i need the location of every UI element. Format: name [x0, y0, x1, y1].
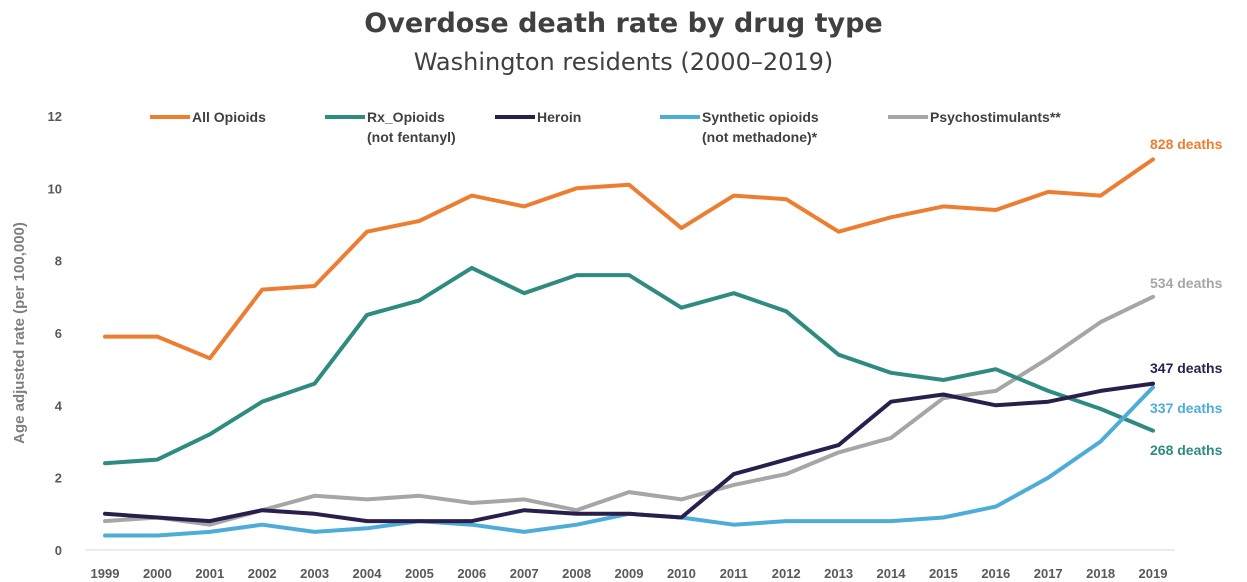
y-tick-label: 2: [55, 471, 62, 486]
chart-subtitle: Washington residents (2000–2019): [413, 48, 834, 76]
end-value-label: 337 deaths: [1150, 400, 1223, 416]
x-tick-label: 2006: [457, 566, 486, 581]
end-value-label: 534 deaths: [1150, 275, 1223, 291]
x-tick-label: 2007: [510, 566, 539, 581]
x-tick-label: 1999: [91, 566, 120, 581]
end-value-label: 347 deaths: [1150, 360, 1223, 376]
y-tick-label: 0: [55, 543, 62, 558]
y-axis-label: Age adjusted rate (per 100,000): [11, 222, 28, 444]
end-value-label: 268 deaths: [1150, 442, 1223, 458]
y-tick-label: 10: [48, 181, 62, 196]
x-tick-label: 2003: [300, 566, 329, 581]
x-tick-label: 2004: [353, 566, 383, 581]
y-tick-label: 8: [55, 254, 62, 269]
chart-title: Overdose death rate by drug type: [364, 8, 883, 39]
legend-label: Synthetic opioids (not methadone)*: [702, 109, 819, 145]
x-tick-label: 2011: [720, 566, 748, 581]
x-tick-label: 2008: [562, 566, 591, 581]
legend-label: All Opioids: [192, 109, 266, 125]
legend-label: Psychostimulants**: [930, 109, 1061, 125]
x-tick-label: 2005: [405, 566, 434, 581]
end-value-label: 828 deaths: [1150, 136, 1223, 152]
series-line: [103, 265, 1155, 466]
series-line: [103, 294, 1155, 527]
y-tick-label: 4: [55, 398, 63, 413]
y-tick-label: 12: [48, 109, 62, 124]
series-line: [103, 157, 1155, 361]
x-tick-label: 2000: [143, 566, 172, 581]
y-tick-label: 6: [55, 326, 62, 341]
x-tick-label: 2002: [248, 566, 277, 581]
legend-label: Heroin: [537, 109, 581, 125]
x-tick-label: 2001: [195, 566, 224, 581]
x-tick-label: 2016: [981, 566, 1010, 581]
x-tick-label: 2010: [667, 566, 696, 581]
x-tick-label: 2009: [615, 566, 644, 581]
x-tick-label: 2019: [1139, 566, 1168, 581]
legend-label: Rx_Opioids (not fentanyl): [367, 109, 456, 145]
x-tick-label: 2015: [929, 566, 958, 581]
x-tick-label: 2017: [1034, 566, 1063, 581]
x-tick-label: 2014: [877, 566, 907, 581]
x-tick-label: 2012: [772, 566, 801, 581]
x-tick-label: 2018: [1086, 566, 1115, 581]
x-tick-label: 2013: [824, 566, 853, 581]
series-line: [103, 381, 1155, 524]
